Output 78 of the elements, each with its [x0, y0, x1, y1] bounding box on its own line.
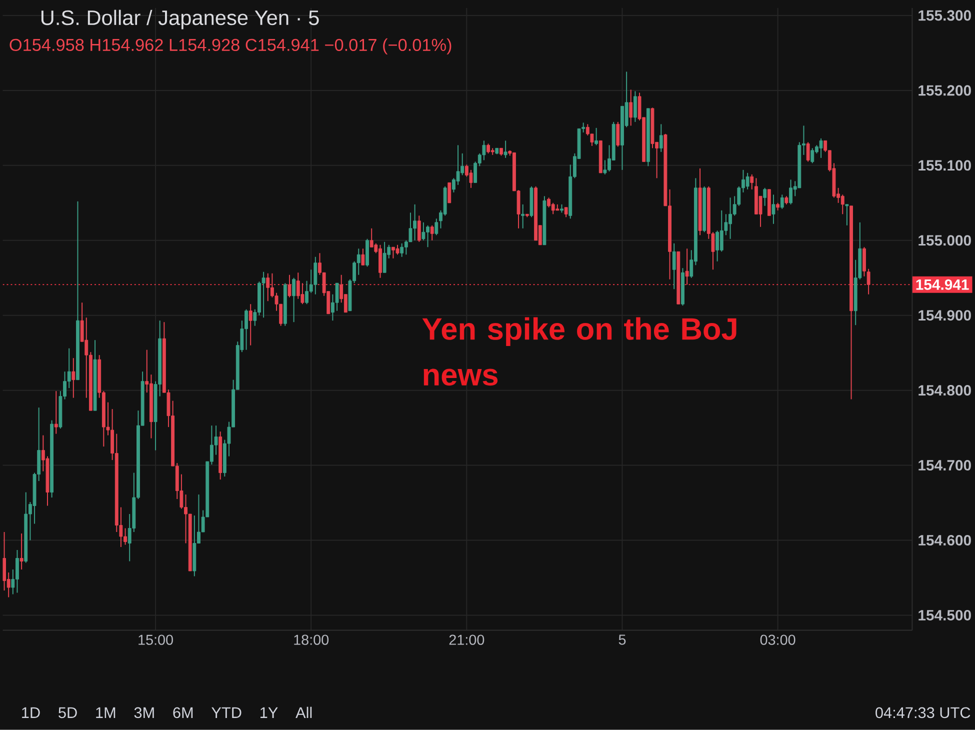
candlestick [361, 248, 365, 266]
candlestick [810, 148, 814, 164]
candlestick [564, 206, 568, 218]
candlestick [382, 241, 386, 274]
y-tick-label: 154.900 [918, 310, 971, 321]
y-tick-label: 154.800 [918, 385, 971, 396]
annotation: Yen spike on the BoJ news [422, 317, 736, 386]
text: 1D [22, 707, 40, 718]
candlestick [370, 228, 374, 248]
candlestick [296, 272, 300, 300]
y-tick-label: 154.600 [918, 535, 971, 546]
candlestick [750, 174, 754, 190]
candlestick [819, 138, 823, 158]
candlestick [629, 89, 633, 126]
text: 6M [173, 707, 193, 718]
candlestick [262, 271, 266, 318]
y-tick-label: 154.700 [918, 460, 971, 471]
x-tick-label: 21:00 [449, 634, 484, 645]
candlestick [866, 268, 870, 295]
x-tick-label: 03:00 [760, 634, 796, 645]
candlestick [434, 218, 438, 236]
candlestick [840, 194, 844, 215]
candlestick [482, 140, 486, 161]
y-tick-label: 155.100 [918, 160, 971, 171]
candlestick [20, 533, 24, 570]
x-tick-label: 15:00 [138, 634, 173, 645]
text: 1M [96, 707, 116, 718]
candlestick [422, 222, 426, 241]
candlestick [300, 282, 304, 305]
text: 3M [134, 707, 154, 718]
candlestick [720, 210, 724, 252]
candlestick [54, 390, 58, 434]
candlestick [763, 187, 767, 206]
candlestick [551, 202, 555, 215]
candlestick [862, 246, 866, 277]
candlestick [396, 244, 400, 256]
candlestick [266, 272, 270, 302]
y-tick-label: 154.500 [918, 610, 971, 621]
x-tick-label: 5 [618, 634, 626, 645]
candlestick [806, 142, 810, 162]
text: All [296, 706, 312, 718]
candlestick [845, 204, 849, 226]
candlestick [594, 127, 598, 146]
text: YTD [212, 707, 242, 718]
candlestick [469, 169, 473, 188]
candlestick [659, 124, 663, 152]
candlestick [400, 242, 404, 258]
candlestick [248, 304, 252, 346]
candlestick [616, 121, 620, 148]
candlestick [335, 282, 339, 312]
candlestick [603, 160, 607, 175]
text: 1Y [260, 707, 278, 718]
candlestick [746, 172, 750, 190]
x-tick-label: 18:00 [294, 634, 329, 645]
candlestick [672, 242, 676, 290]
candlestick [288, 274, 292, 298]
candlestick [504, 140, 508, 158]
candlestick [780, 194, 784, 210]
candlestick [521, 204, 525, 229]
candlestick [456, 144, 460, 186]
text: 04:47:33 UTC [876, 707, 970, 718]
candlestick [314, 256, 318, 295]
text: O154.958 H154.962 L154.928 C154.941 −0.017 (−0.01%) [10, 38, 452, 54]
candlestick [772, 194, 776, 224]
y-tick-label: 155.000 [918, 235, 971, 246]
candlestick [417, 215, 421, 242]
text: 5D [58, 707, 77, 718]
candlestick [430, 224, 434, 241]
candlestick [633, 90, 637, 122]
ref-line-label: 154.941 [916, 279, 969, 290]
y-tick-label: 155.200 [918, 85, 971, 96]
candlestick [448, 182, 452, 204]
chart-title: U.S. Dollar / Japanese Yen · 5 [41, 10, 319, 30]
candlestick [716, 230, 720, 262]
candlestick [292, 277, 296, 323]
y-tick-label: 155.300 [918, 10, 971, 21]
candlestick [72, 358, 76, 398]
candlestick [685, 248, 689, 286]
